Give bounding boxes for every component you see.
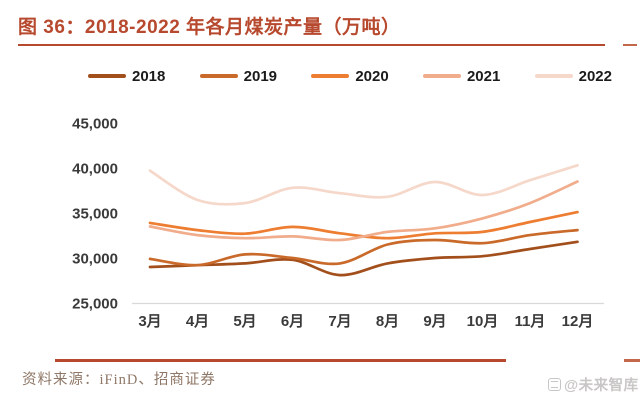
line-swatch-2022 bbox=[534, 74, 573, 78]
line-chart: 45,000 40,000 35,000 30,000 25,000 3月 4月 5月 6月 7月… bbox=[0, 95, 640, 350]
legend-item-2019: 2019 bbox=[199, 67, 278, 85]
legend-label: 2021 bbox=[466, 67, 501, 85]
legend-item-2022: 2022 bbox=[534, 67, 612, 85]
footer-rule bbox=[55, 359, 506, 362]
watermark-logo-icon bbox=[548, 378, 561, 391]
legend-label: 2019 bbox=[243, 67, 278, 85]
line-swatch-2018 bbox=[88, 74, 126, 78]
x-tick-label: 12月 bbox=[562, 313, 594, 330]
y-tick-label: 25,000 bbox=[72, 296, 118, 313]
x-tick-label: 6月 bbox=[281, 313, 304, 330]
line-swatch-2019 bbox=[199, 74, 238, 78]
legend-label: 2022 bbox=[578, 67, 612, 85]
title-underline-fragment bbox=[623, 44, 637, 46]
watermark: @未来智库 bbox=[548, 374, 639, 395]
x-tick-label: 5月 bbox=[233, 313, 256, 330]
series-line-2020 bbox=[148, 210, 579, 240]
chart-canvas: 45,000 40,000 35,000 30,000 25,000 3月 4月 5月 6月 7月… bbox=[72, 116, 604, 330]
watermark-text: @未来智库 bbox=[564, 378, 639, 394]
x-tick-label: 10月 bbox=[467, 313, 499, 330]
title-underline bbox=[18, 44, 605, 46]
legend-item-2018: 2018 bbox=[88, 68, 165, 85]
footer-rule-fragment bbox=[624, 359, 640, 362]
x-tick-label: 8月 bbox=[376, 313, 399, 330]
series-line-2018 bbox=[148, 240, 579, 277]
y-tick-label: 35,000 bbox=[72, 206, 118, 223]
x-tick-label: 11月 bbox=[515, 313, 546, 330]
x-tick-label: 4月 bbox=[186, 313, 209, 330]
y-tick-label: 30,000 bbox=[72, 251, 118, 268]
legend-item-2020: 2020 bbox=[311, 67, 389, 85]
x-tick-label: 7月 bbox=[328, 313, 351, 330]
line-swatch-2021 bbox=[422, 74, 461, 78]
x-tick-label: 3月 bbox=[138, 313, 161, 330]
y-tick-label: 40,000 bbox=[72, 161, 118, 178]
x-tick-label: 9月 bbox=[423, 313, 446, 330]
source-note: 资料来源：iFinD、招商证券 bbox=[22, 372, 216, 388]
series-line-2019 bbox=[148, 228, 579, 267]
legend-item-2021: 2021 bbox=[422, 67, 501, 85]
legend-label: 2018 bbox=[132, 67, 166, 85]
figure-title: 图 36：2018-2022 年各月煤炭产量（万吨） bbox=[18, 17, 401, 38]
y-tick-label: 45,000 bbox=[72, 116, 118, 133]
legend-label: 2020 bbox=[355, 67, 389, 85]
chart-legend: 2018 2019 2020 2021 2022 bbox=[88, 66, 612, 86]
series-line-2022 bbox=[148, 163, 579, 206]
series-line-2021 bbox=[148, 180, 579, 242]
line-swatch-2020 bbox=[311, 74, 350, 78]
